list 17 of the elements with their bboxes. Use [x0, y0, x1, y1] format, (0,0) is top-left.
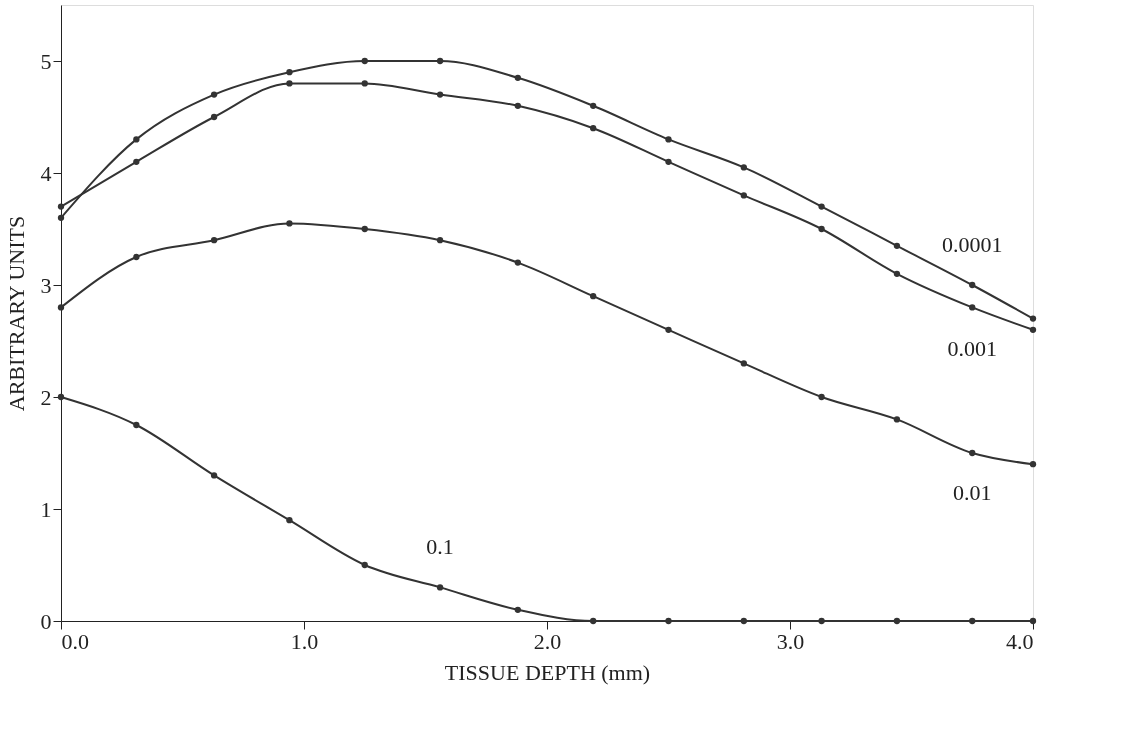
series-label: 0.0001	[942, 232, 1003, 257]
y-tick-label: 2	[40, 384, 52, 410]
y-tick-label: 1	[40, 496, 52, 522]
x-axis-title: TISSUE DEPTH (mm)	[444, 659, 651, 685]
x-tick-label: 2.0	[533, 628, 562, 654]
x-tick-label: 1.0	[290, 628, 319, 654]
series-label: 0.001	[947, 336, 997, 362]
y-axis-title: ARBITRARY UNITS	[3, 215, 29, 412]
y-tick-label: 0	[40, 608, 52, 634]
series-label: 0.1	[426, 534, 454, 560]
y-tick-label: 4	[40, 160, 52, 186]
y-tick-label: 5	[40, 48, 52, 74]
x-tick-label: 0.0	[61, 628, 89, 654]
series-label: 0.01	[953, 480, 992, 505]
x-tick-label: 4.0	[1006, 628, 1034, 654]
y-tick-label: 3	[40, 272, 52, 298]
x-tick-label: 3.0	[776, 628, 805, 654]
